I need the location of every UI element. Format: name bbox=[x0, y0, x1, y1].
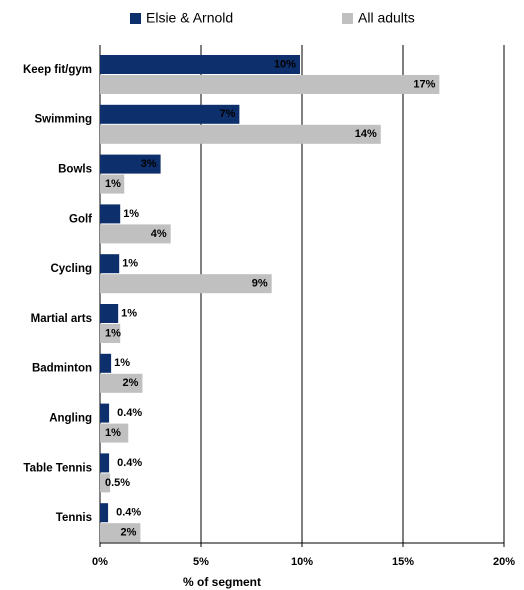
bar bbox=[100, 204, 121, 224]
data-label: 1% bbox=[105, 427, 121, 439]
data-label: 1% bbox=[105, 327, 121, 339]
data-label: 10% bbox=[274, 58, 296, 70]
bar bbox=[100, 353, 112, 373]
legend-swatch bbox=[130, 13, 141, 24]
bar bbox=[100, 373, 143, 393]
y-tick-label: Golf bbox=[69, 213, 92, 225]
y-tick-label: Martial arts bbox=[31, 313, 92, 325]
bar bbox=[100, 174, 125, 194]
y-tick-label: Table Tennis bbox=[23, 462, 92, 474]
y-tick-label: Badminton bbox=[32, 363, 92, 375]
y-tick-label: Bowls bbox=[58, 164, 92, 176]
data-label: 0.4% bbox=[117, 457, 142, 469]
legend-label: Elsie & Arnold bbox=[146, 10, 233, 26]
data-label: 2% bbox=[120, 527, 136, 539]
data-label: 0.5% bbox=[105, 477, 130, 489]
data-label: 1% bbox=[123, 208, 139, 220]
data-label: 1% bbox=[122, 258, 138, 270]
bar bbox=[100, 324, 121, 343]
bar bbox=[100, 55, 300, 74]
y-tick-label: Tennis bbox=[56, 512, 92, 524]
bar bbox=[100, 104, 240, 124]
y-tick-label: Cycling bbox=[50, 263, 92, 275]
bar bbox=[100, 254, 120, 274]
data-label: 7% bbox=[219, 108, 235, 120]
data-label: 1% bbox=[105, 178, 121, 190]
bar bbox=[100, 473, 111, 493]
data-label: 14% bbox=[355, 128, 377, 140]
bar bbox=[100, 423, 129, 443]
x-axis-title: % of segment bbox=[183, 575, 261, 589]
data-label: 3% bbox=[141, 158, 157, 170]
x-tick-label: 5% bbox=[193, 556, 209, 568]
bar bbox=[100, 124, 381, 144]
data-label: 1% bbox=[121, 307, 137, 319]
y-tick-label: Angling bbox=[49, 413, 92, 425]
bar bbox=[100, 154, 161, 174]
data-label: 0.4% bbox=[117, 407, 142, 419]
bar bbox=[100, 503, 109, 523]
bar bbox=[100, 75, 440, 94]
data-label: 2% bbox=[123, 377, 139, 389]
x-tick-label: 10% bbox=[291, 556, 313, 568]
data-label: 4% bbox=[151, 228, 167, 240]
bar bbox=[100, 224, 171, 244]
data-label: 17% bbox=[413, 78, 435, 90]
x-tick-label: 20% bbox=[493, 556, 515, 568]
bar bbox=[100, 523, 141, 543]
data-label: 0.4% bbox=[116, 507, 141, 519]
bar bbox=[100, 453, 110, 473]
y-tick-label: Keep fit/gym bbox=[23, 64, 92, 76]
bar bbox=[100, 403, 110, 423]
data-label: 1% bbox=[114, 357, 130, 369]
x-tick-label: 15% bbox=[392, 556, 414, 568]
data-label: 9% bbox=[252, 278, 268, 290]
x-tick-label: 0% bbox=[92, 556, 108, 568]
legend-label: All adults bbox=[358, 10, 415, 26]
legend-swatch bbox=[342, 13, 353, 24]
bar bbox=[100, 304, 119, 323]
bar bbox=[100, 274, 272, 294]
y-tick-label: Swimming bbox=[34, 114, 92, 126]
